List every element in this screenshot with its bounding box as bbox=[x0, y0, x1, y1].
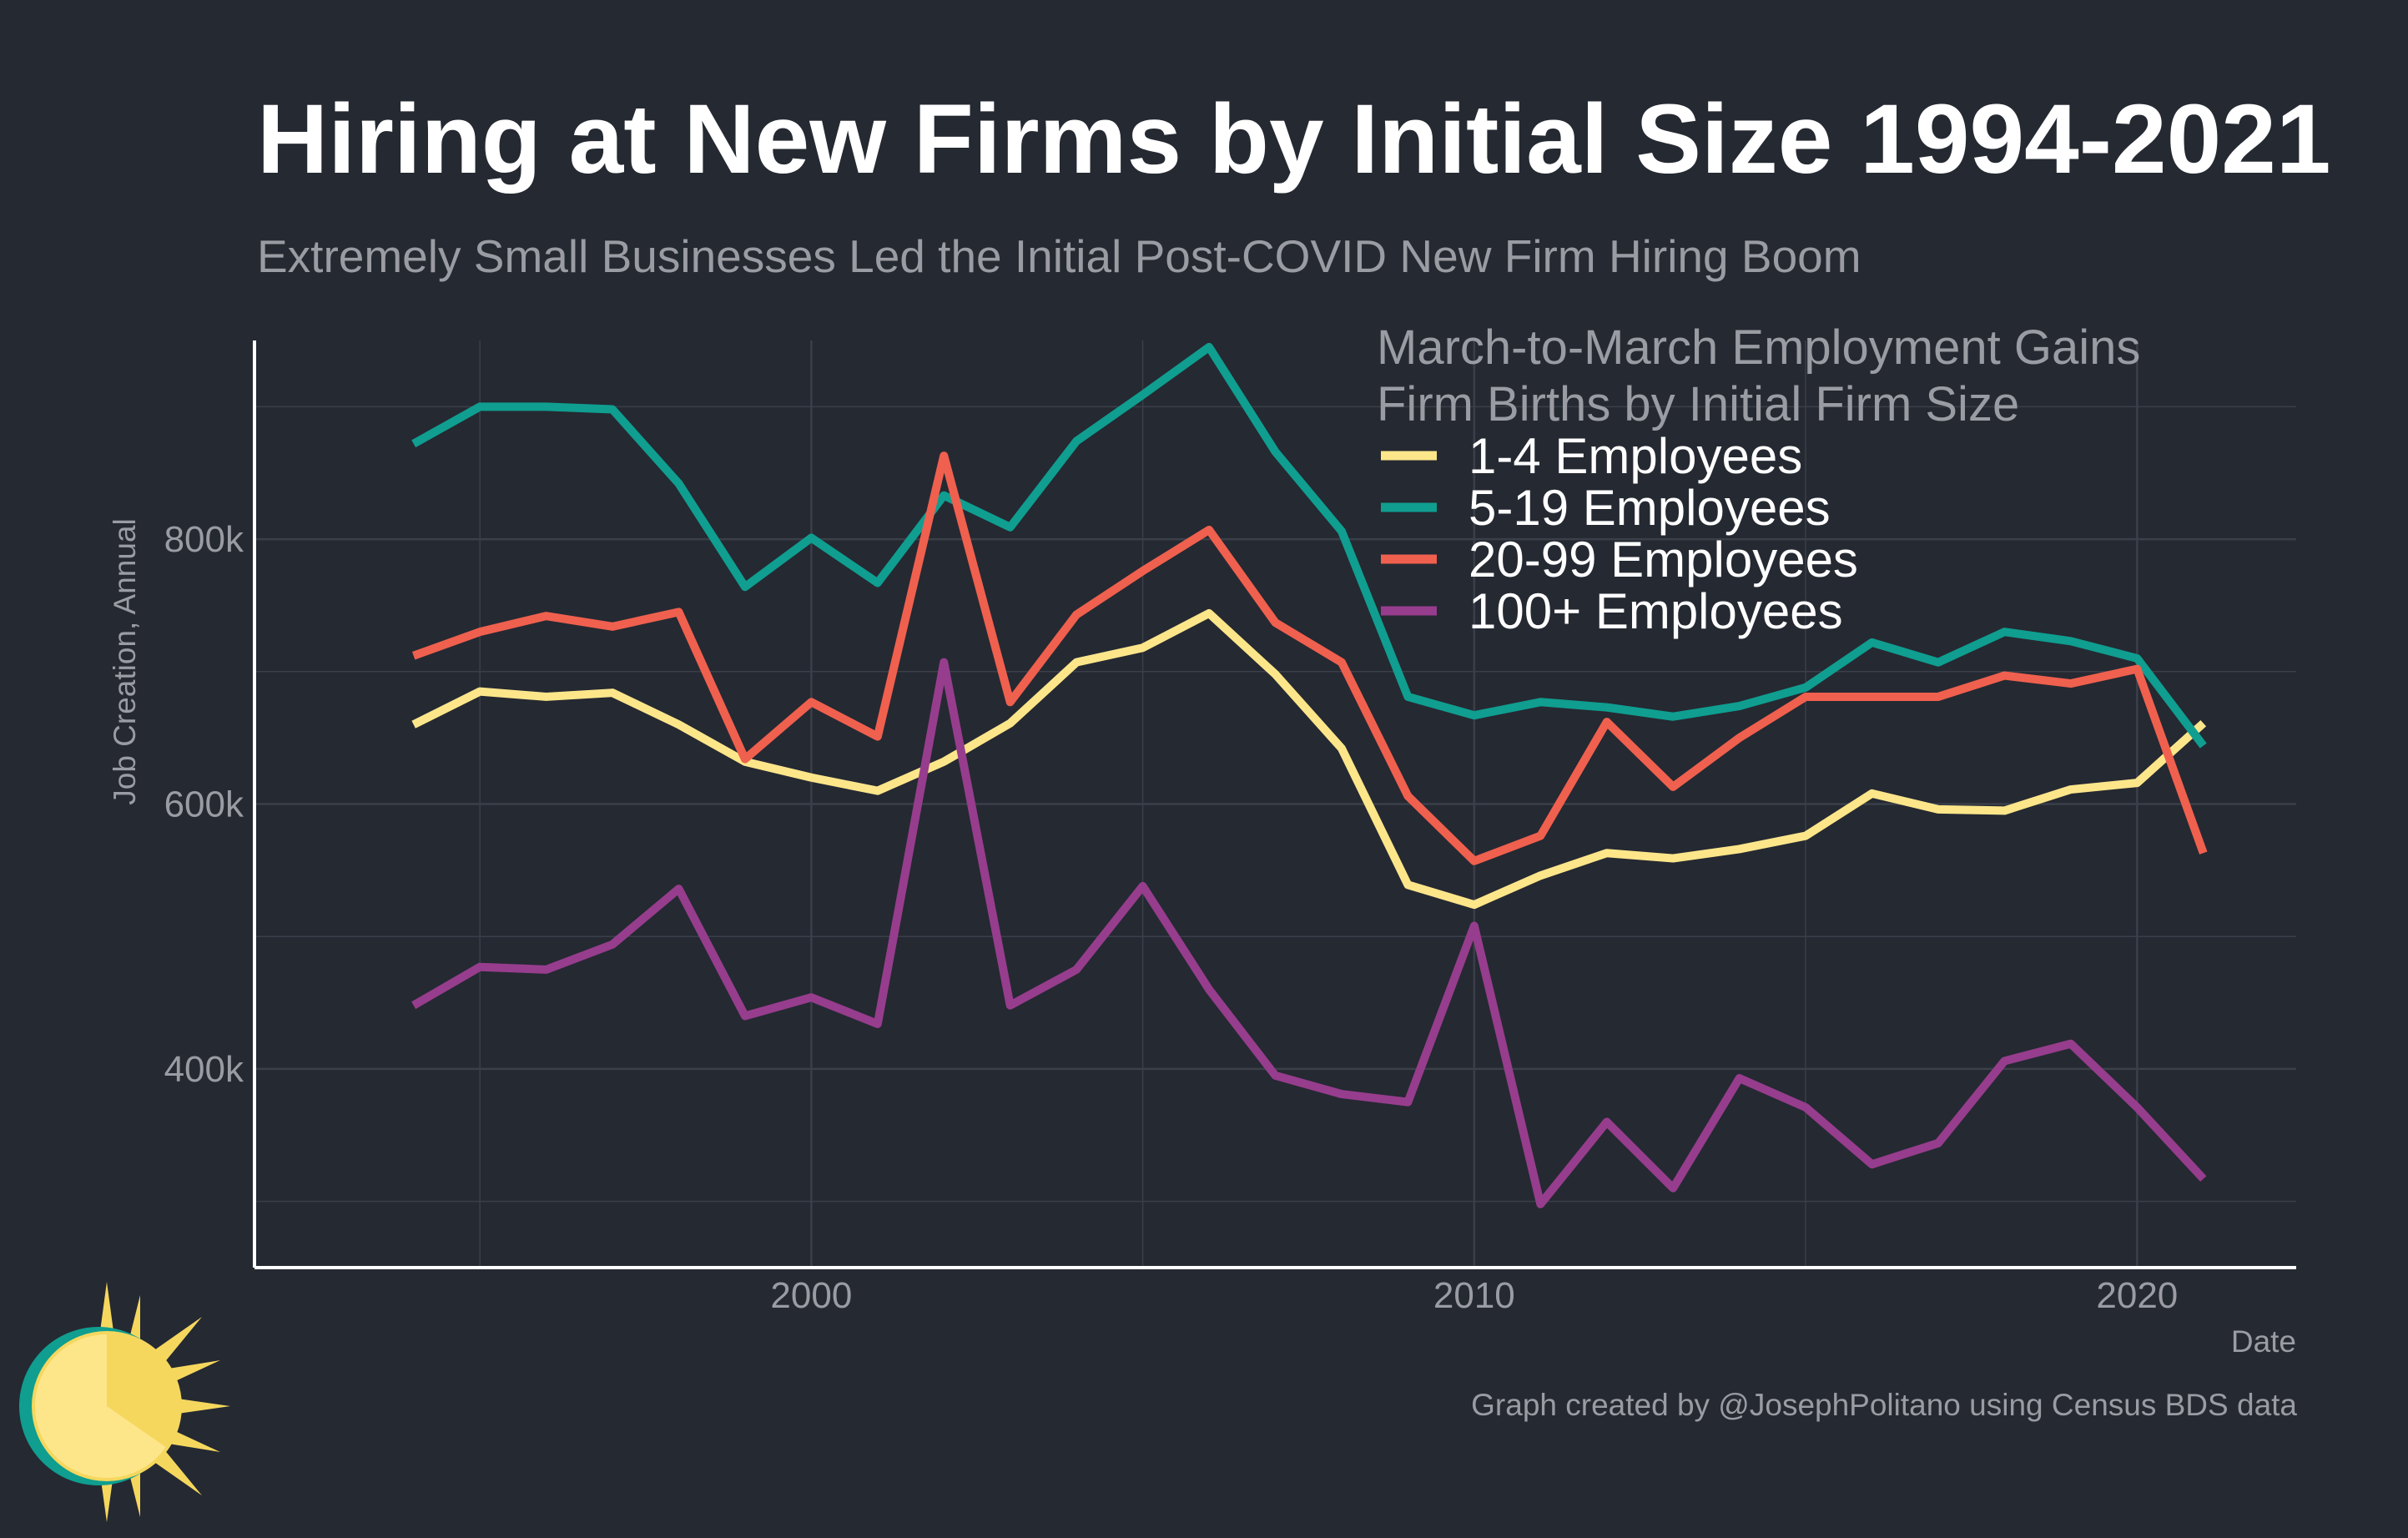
x-tick-label: 2010 bbox=[1433, 1275, 1515, 1316]
x-axis-title: Date bbox=[2231, 1324, 2296, 1359]
y-axis-title: Job Creation, Annual bbox=[108, 518, 142, 805]
series-line bbox=[411, 451, 2208, 865]
sun-logo-icon bbox=[19, 1282, 230, 1522]
x-tick-label: 2020 bbox=[2096, 1275, 2178, 1316]
grid-lines bbox=[254, 340, 2296, 1268]
legend-title: March-to-March Employment Gains bbox=[1377, 320, 2140, 375]
legend-label: 1-4 Employees bbox=[1468, 428, 1802, 484]
legend-label: 100+ Employees bbox=[1468, 583, 1843, 639]
page-subtitle: Extremely Small Businesses Led the Initi… bbox=[257, 230, 1861, 282]
y-tick-label: 400k bbox=[164, 1049, 244, 1090]
legend-label: 5-19 Employees bbox=[1468, 480, 1831, 536]
page-title: Hiring at New Firms by Initial Size 1994… bbox=[257, 84, 2331, 194]
legend-title: Firm Births by Initial Firm Size bbox=[1377, 377, 2019, 431]
series-lines bbox=[411, 342, 2208, 1208]
series-line bbox=[411, 658, 2207, 1208]
legend-label: 20-99 Employees bbox=[1468, 532, 1858, 587]
y-tick-label: 600k bbox=[164, 784, 244, 825]
series-line bbox=[411, 342, 2207, 749]
series-line bbox=[411, 608, 2207, 910]
axes: 2000 2010 2020 400k 600k 800k Date Job Creation… bbox=[108, 340, 2296, 1359]
x-tick-label: 2000 bbox=[770, 1275, 852, 1316]
y-tick-label: 800k bbox=[164, 519, 244, 560]
source-caption: Graph created by @JosephPolitano using C… bbox=[1471, 1388, 2297, 1422]
